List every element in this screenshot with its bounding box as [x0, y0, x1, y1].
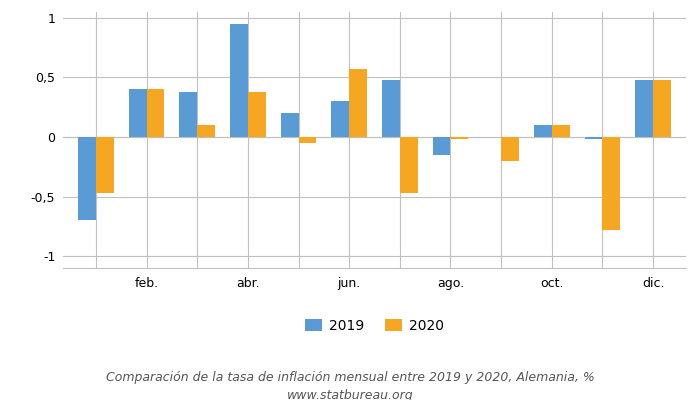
Bar [349, 69, 367, 137]
Bar [298, 137, 316, 143]
Bar [248, 92, 265, 137]
Bar [96, 137, 113, 193]
Bar [534, 125, 552, 137]
Bar [451, 137, 468, 140]
Bar [331, 101, 349, 137]
Bar [400, 137, 418, 193]
Text: Comparación de la tasa de inflación mensual entre 2019 y 2020, Alemania, %: Comparación de la tasa de inflación mens… [106, 372, 594, 384]
Bar [501, 137, 519, 161]
Bar [636, 80, 653, 137]
Bar [197, 125, 215, 137]
Bar [382, 80, 400, 137]
Bar [129, 89, 146, 137]
Bar [179, 92, 197, 137]
Bar [603, 137, 620, 230]
Bar [433, 137, 451, 155]
Bar [230, 24, 248, 137]
Bar [584, 137, 603, 140]
Bar [281, 113, 298, 137]
Legend: 2019, 2020: 2019, 2020 [300, 313, 449, 338]
Bar [653, 80, 671, 137]
Text: www.statbureau.org: www.statbureau.org [287, 390, 413, 400]
Bar [146, 89, 164, 137]
Bar [552, 125, 570, 137]
Bar [78, 137, 96, 220]
